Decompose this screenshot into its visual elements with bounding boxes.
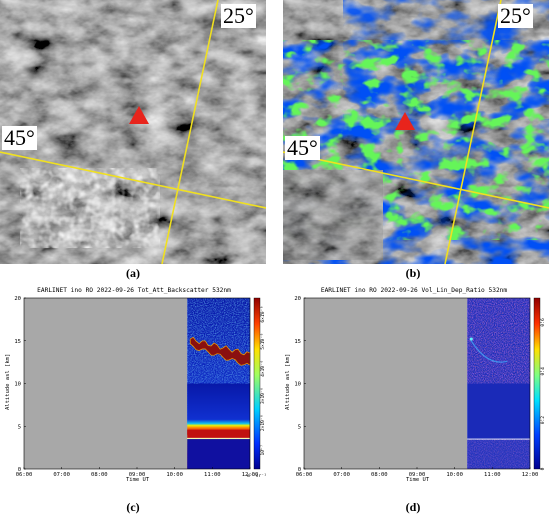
- station-marker-icon: [395, 112, 415, 130]
- x-tick-label: 08:00: [91, 472, 108, 478]
- colorbar: [253, 297, 261, 470]
- y-tick-label: 15: [14, 339, 21, 345]
- colorbar-unit-label: m⁻¹sr⁻¹: [247, 474, 267, 479]
- latitude-line: [283, 151, 549, 209]
- x-axis-label: Time UT: [126, 477, 150, 483]
- colorbar-tick-label: 2×10⁻⁶: [260, 414, 266, 431]
- backscatter-chart: 06:00 07:00 08:00 09:00 10:00 11:00 12:00 0 5 10 1…: [14, 296, 267, 479]
- satellite-image-b: [283, 0, 549, 264]
- x-tick-label: 06:00: [16, 472, 33, 478]
- colorbar-tick-label: 0.6: [540, 318, 546, 327]
- x-tick-label: 10:00: [446, 472, 463, 478]
- latitude-label-a: 45°: [2, 125, 37, 150]
- colorbar-tick-label: 10⁻⁷: [260, 444, 266, 455]
- caption-c: (c): [126, 500, 140, 514]
- chart-title: EARLINET ino RO 2022-09-26 Vol_Lin_Dep_R…: [320, 287, 508, 294]
- colorbar-tick-label: 0.2: [540, 416, 546, 425]
- y-tick-label: 10: [14, 382, 21, 388]
- x-tick-label: 11:00: [204, 472, 221, 478]
- colorbar-tick-label: 6×10⁻⁶: [260, 306, 266, 323]
- caption-b: (b): [405, 266, 421, 280]
- x-tick-label: 07:00: [53, 472, 70, 478]
- x-tick-label: 06:00: [296, 472, 313, 478]
- no-data-region: [304, 298, 468, 469]
- y-tick-label: 5: [298, 424, 301, 430]
- colorbar-tick-label: 4×10⁻⁶: [260, 360, 266, 377]
- x-tick-label: 10:00: [166, 472, 183, 478]
- longitude-label-b: 25°: [498, 3, 533, 28]
- chart-panel-d: EARLINET ino RO 2022-09-26 Vol_Lin_Dep_R…: [280, 280, 548, 498]
- y-tick-label: 20: [14, 296, 21, 302]
- y-tick-label: 20: [294, 296, 301, 302]
- colorbar-tick-label: 3×10⁻⁶: [260, 387, 266, 404]
- high-depol-spot: [469, 337, 473, 341]
- x-tick-label: 07:00: [333, 472, 350, 478]
- chart-title: EARLINET ino RO 2022-09-26 Tot_Att_Backs…: [37, 287, 231, 294]
- depolarization-chart: 06:00 07:00 08:00 09:00 10:00 11:00 12:0005101…: [294, 296, 546, 478]
- x-axis-label: Time UT: [406, 477, 430, 483]
- y-tick-label: 0: [18, 467, 21, 473]
- satellite-image-a: [0, 0, 266, 264]
- colorbar-tick-label: 0.4: [540, 367, 546, 376]
- y-axis-label: Altitude asl [km]: [285, 353, 291, 410]
- caption-a: (a): [126, 266, 140, 280]
- no-data-region: [24, 298, 188, 469]
- x-tick-label: 12:00: [242, 472, 259, 478]
- latitude-label-b: 45°: [285, 135, 320, 160]
- colorbar-tick-label: 5×10⁻⁶: [260, 333, 266, 350]
- y-tick-label: 0: [298, 467, 301, 473]
- colorbar: [533, 297, 541, 470]
- x-tick-label: 09:00: [129, 472, 146, 478]
- longitude-line: [161, 0, 219, 264]
- x-tick-label: 09:00: [409, 472, 426, 478]
- x-tick-label: 11:00: [484, 472, 501, 478]
- y-axis-label: Altitude asl [km]: [5, 353, 11, 410]
- y-tick-label: 15: [294, 339, 301, 345]
- longitude-label-a: 25°: [221, 3, 256, 28]
- latitude-line: [0, 151, 266, 209]
- y-tick-label: 10: [294, 382, 301, 388]
- x-tick-label: 08:00: [371, 472, 388, 478]
- x-tick-label: 12:00: [522, 472, 539, 478]
- longitude-line: [444, 0, 502, 264]
- station-marker-icon: [129, 106, 149, 124]
- y-tick-label: 5: [18, 424, 21, 430]
- caption-d: (d): [405, 500, 421, 514]
- colorbar-tick-label: 0: [540, 467, 546, 470]
- chart-panel-c: EARLINET ino RO 2022-09-26 Tot_Att_Backs…: [0, 280, 268, 498]
